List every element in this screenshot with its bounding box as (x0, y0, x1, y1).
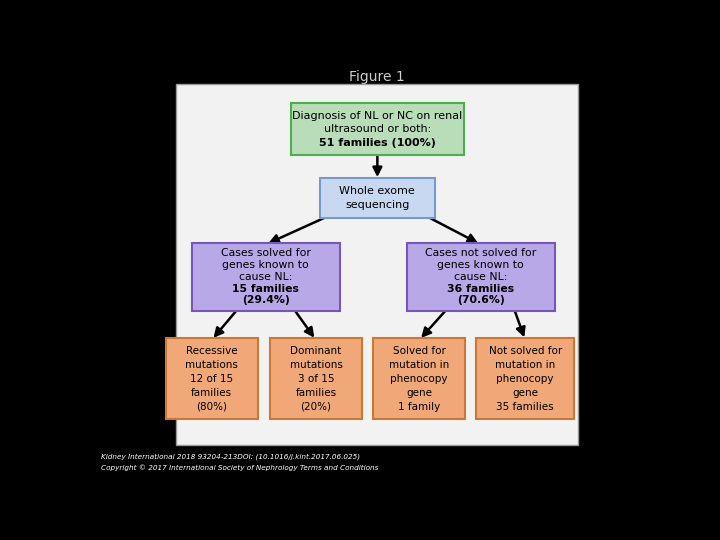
Text: families: families (191, 388, 233, 398)
Text: 3 of 15: 3 of 15 (298, 374, 334, 384)
Text: (80%): (80%) (196, 402, 227, 411)
FancyBboxPatch shape (320, 178, 435, 218)
FancyBboxPatch shape (407, 242, 554, 311)
FancyBboxPatch shape (291, 103, 464, 155)
Text: genes known to: genes known to (437, 260, 524, 270)
Text: (70.6%): (70.6%) (456, 295, 505, 305)
Text: ultrasound or both:: ultrasound or both: (324, 124, 431, 134)
Text: genes known to: genes known to (222, 260, 309, 270)
Text: mutations: mutations (185, 360, 238, 370)
Text: 15 families: 15 families (233, 284, 300, 294)
Text: phenocopy: phenocopy (390, 374, 448, 384)
Text: Dominant: Dominant (290, 346, 341, 356)
Text: cause NL:: cause NL: (239, 272, 292, 282)
Text: Copyright © 2017 International Society of Nephrology Terms and Conditions: Copyright © 2017 International Society o… (101, 465, 379, 471)
FancyBboxPatch shape (373, 338, 465, 419)
Text: 35 families: 35 families (496, 402, 554, 411)
Text: sequencing: sequencing (345, 200, 410, 210)
Text: 51 families (100%): 51 families (100%) (319, 138, 436, 148)
Text: (29.4%): (29.4%) (242, 295, 289, 305)
Text: gene: gene (512, 388, 539, 398)
FancyBboxPatch shape (192, 242, 340, 311)
Text: Kidney International 2018 93204-213DOI: (10.1016/j.kint.2017.06.025): Kidney International 2018 93204-213DOI: … (101, 454, 360, 460)
Text: (20%): (20%) (300, 402, 331, 411)
Text: gene: gene (406, 388, 432, 398)
Text: mutation in: mutation in (389, 360, 449, 370)
Text: Cases not solved for: Cases not solved for (425, 248, 536, 259)
Text: 12 of 15: 12 of 15 (190, 374, 233, 384)
Text: phenocopy: phenocopy (497, 374, 554, 384)
FancyBboxPatch shape (166, 338, 258, 419)
Text: 1 family: 1 family (398, 402, 441, 411)
FancyBboxPatch shape (477, 338, 574, 419)
Text: 36 families: 36 families (447, 284, 514, 294)
FancyBboxPatch shape (270, 338, 362, 419)
Text: Whole exome: Whole exome (340, 186, 415, 196)
Text: mutation in: mutation in (495, 360, 555, 370)
Text: Solved for: Solved for (393, 346, 446, 356)
Text: families: families (295, 388, 336, 398)
Text: Diagnosis of NL or NC on renal: Diagnosis of NL or NC on renal (292, 111, 462, 120)
Text: Cases solved for: Cases solved for (221, 248, 311, 259)
Text: Not solved for: Not solved for (489, 346, 562, 356)
Text: mutations: mutations (289, 360, 343, 370)
Text: Figure 1: Figure 1 (349, 70, 405, 84)
FancyBboxPatch shape (176, 84, 578, 445)
Text: Recessive: Recessive (186, 346, 238, 356)
Text: cause NL:: cause NL: (454, 272, 508, 282)
